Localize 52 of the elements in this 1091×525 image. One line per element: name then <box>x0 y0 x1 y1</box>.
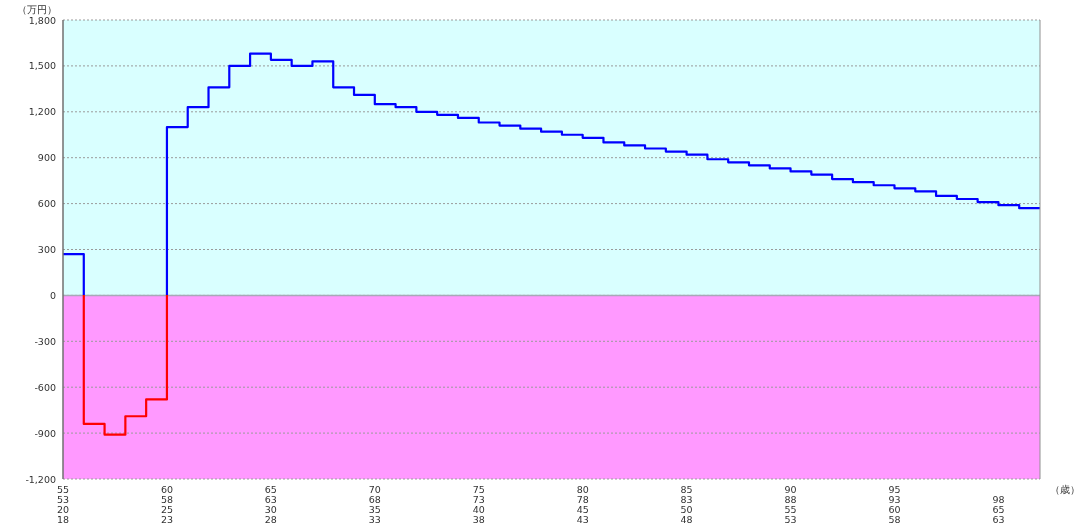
xtick: 75 <box>472 483 485 495</box>
ytick: 0 <box>49 289 56 301</box>
xtick: 50 <box>680 503 693 515</box>
xtick: 85 <box>680 483 693 495</box>
xtick: 33 <box>368 513 381 525</box>
xtick: 73 <box>472 493 485 505</box>
xtick: 28 <box>264 513 277 525</box>
xtick: 35 <box>368 503 381 515</box>
xtick: 18 <box>56 513 70 525</box>
xtick: 45 <box>576 503 589 515</box>
xtick: 90 <box>784 483 797 495</box>
xtick: 88 <box>784 493 797 505</box>
xtick: 60 <box>160 483 173 495</box>
xtick: 30 <box>264 503 277 515</box>
xtick: 40 <box>472 503 485 515</box>
xtick: 60 <box>888 503 901 515</box>
xtick: 95 <box>888 483 901 495</box>
xlabel: （歳） <box>1050 483 1080 495</box>
ytick: -300 <box>34 335 56 347</box>
ytick: -600 <box>34 381 56 393</box>
xtick: 65 <box>264 483 277 495</box>
xtick: 55 <box>784 503 797 515</box>
xtick: 53 <box>784 513 797 525</box>
xtick: 53 <box>56 493 70 505</box>
ytick: 900 <box>37 152 56 164</box>
xtick: 63 <box>264 493 277 505</box>
xtick: 70 <box>368 483 381 495</box>
xtick: 58 <box>160 493 173 505</box>
xtick: 68 <box>368 493 381 505</box>
xtick: 43 <box>576 513 589 525</box>
xtick: 58 <box>888 513 901 525</box>
xtick: 83 <box>680 493 693 505</box>
ytick: -900 <box>34 427 56 439</box>
ytick: 600 <box>37 198 56 210</box>
ytick: -1,200 <box>25 473 56 485</box>
xtick: 65 <box>992 503 1005 515</box>
xtick: 48 <box>680 513 693 525</box>
xtick: 25 <box>160 503 173 515</box>
xtick: 38 <box>472 513 485 525</box>
ytick: 1,800 <box>28 14 56 26</box>
ylabel: （万円） <box>17 4 57 15</box>
xtick: 98 <box>992 493 1005 505</box>
xtick: 20 <box>56 503 70 515</box>
xtick: 23 <box>160 513 173 525</box>
xtick: 93 <box>888 493 901 505</box>
xtick: 78 <box>576 493 589 505</box>
ytick: 1,500 <box>28 60 56 72</box>
xtick: 63 <box>992 513 1005 525</box>
xtick: 80 <box>576 483 589 495</box>
ytick: 1,200 <box>28 106 56 118</box>
ytick: 300 <box>37 244 56 255</box>
xtick: 55 <box>56 483 70 495</box>
